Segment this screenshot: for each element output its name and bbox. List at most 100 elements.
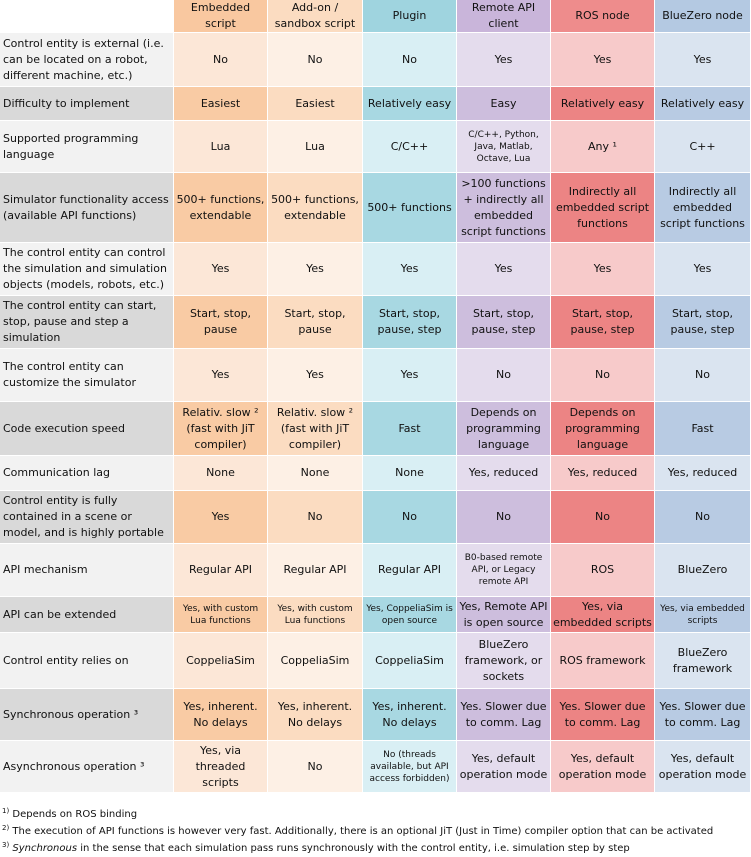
cell-ros-node: Yes. Slower due to comm. Lag [551,689,655,741]
cell-add-on-script: Yes, inherent. No delays [268,689,363,741]
cell-plugin: No [363,33,457,87]
cell-plugin: Relatively easy [363,87,457,121]
comparison-table: Embedded script Add-on / sandbox script … [0,0,751,33]
cell-bluezero-node: Yes. Slower due to comm. Lag [655,689,751,741]
cell-plugin: 500+ functions [363,173,457,243]
cell-embedded-script: Yes, inherent. No delays [174,689,268,741]
cell-plugin: Yes, CoppeliaSim is open source [363,597,457,633]
cell-embedded-script: Start, stop, pause [174,296,268,349]
table-row: Asynchronous operation ³ Yes, via threade… [0,741,751,793]
cell-embedded-script: Yes, via threaded scripts [174,741,268,793]
cell-plugin: None [363,456,457,491]
cell-remote-api-client: No [457,349,551,402]
table-row: Supported programming language Lua Lua C/C+… [0,121,751,173]
footnote-1: 1) Depends on ROS binding [2,806,747,823]
cell-embedded-script: Relativ. slow ² (fast with JiT compiler) [174,402,268,456]
cell-ros-node: Yes, default operation mode [551,741,655,793]
cell-embedded-script: Regular API [174,544,268,597]
cell-add-on-script: No [268,491,363,544]
cell-bluezero-node: Yes, via embedded scripts [655,597,751,633]
cell-remote-api-client: Depends on programming language [457,402,551,456]
cell-ros-node: No [551,491,655,544]
cell-plugin: Fast [363,402,457,456]
cell-plugin: Yes [363,243,457,296]
row-label: Synchronous operation ³ [0,689,174,741]
cell-plugin: Yes, inherent. No delays [363,689,457,741]
footnote-3-text: in the sense that each simulation pass r… [77,843,630,854]
cell-remote-api-client: Start, stop, pause, step [457,296,551,349]
cell-remote-api-client: Yes, Remote API is open source [457,597,551,633]
cell-embedded-script: Lua [174,121,268,173]
row-label: The control entity can start, stop, paus… [0,296,174,349]
footnote-3-emphasis: Synchronous [12,843,78,854]
table-row: Synchronous operation ³ Yes, inherent. No… [0,689,751,741]
cell-bluezero-node: No [655,491,751,544]
table-row: Code execution speed Relativ. slow ² (fas… [0,402,751,456]
cell-bluezero-node: Yes, reduced [655,456,751,491]
cell-ros-node: Yes [551,243,655,296]
cell-embedded-script: Yes [174,243,268,296]
table-row: API can be extended Yes, with custom Lua … [0,597,751,633]
table-row: Difficulty to implement Easiest Easiest Rel… [0,87,751,121]
col-header-bluezero-node: BlueZero node [655,0,751,33]
cell-ros-node: No [551,349,655,402]
cell-ros-node: Yes, reduced [551,456,655,491]
footnote-1-text: Depends on ROS binding [12,809,138,820]
cell-ros-node: ROS [551,544,655,597]
cell-remote-api-client: Yes [457,243,551,296]
cell-embedded-script: None [174,456,268,491]
row-label: Simulator functionality access (availabl… [0,173,174,243]
cell-add-on-script: Yes [268,243,363,296]
cell-ros-node: Yes, via embedded scripts [551,597,655,633]
row-label: Control entity relies on [0,633,174,689]
cell-plugin: Regular API [363,544,457,597]
cell-remote-api-client: Yes, reduced [457,456,551,491]
table-row: Control entity is fully contained in a s… [0,491,751,544]
row-label: Asynchronous operation ³ [0,741,174,793]
cell-plugin: Start, stop, pause, step [363,296,457,349]
cell-embedded-script: 500+ functions, extendable [174,173,268,243]
cell-add-on-script: Start, stop, pause [268,296,363,349]
cell-remote-api-client: C/C++, Python, Java, Matlab, Octave, Lua [457,121,551,173]
cell-plugin: CoppeliaSim [363,633,457,689]
table-row: Simulator functionality access (availabl… [0,173,751,243]
footnote-2: 2) The execution of API functions is how… [2,823,747,840]
cell-plugin: Yes [363,349,457,402]
row-label: The control entity can customize the sim… [0,349,174,402]
row-label: API can be extended [0,597,174,633]
cell-add-on-script: Easiest [268,87,363,121]
footnote-3-mark: 3) [2,841,10,849]
col-header-add-on-script: Add-on / sandbox script [268,0,363,33]
cell-add-on-script: Yes [268,349,363,402]
table-row: Control entity relies on CoppeliaSim Coppe… [0,633,751,689]
table-row: The control entity can customize the sim… [0,349,751,402]
cell-ros-node: Yes [551,33,655,87]
header-corner [0,0,174,33]
table-row: The control entity can control the simul… [0,243,751,296]
cell-bluezero-node: Start, stop, pause, step [655,296,751,349]
cell-remote-api-client: Yes [457,33,551,87]
row-label: Difficulty to implement [0,87,174,121]
table-row: Communication lag None None None Yes, reduce… [0,456,751,491]
cell-plugin: No [363,491,457,544]
cell-embedded-script: Yes, with custom Lua functions [174,597,268,633]
footnote-1-mark: 1) [2,807,10,815]
cell-embedded-script: No [174,33,268,87]
cell-add-on-script: Relativ. slow ² (fast with JiT compiler) [268,402,363,456]
footnote-3: 3) Synchronous in the sense that each si… [2,840,747,857]
cell-remote-api-client: B0-based remote API, or Legacy remote AP… [457,544,551,597]
col-header-remote-api-client: Remote API client [457,0,551,33]
cell-add-on-script: No [268,741,363,793]
cell-add-on-script: None [268,456,363,491]
cell-plugin: C/C++ [363,121,457,173]
cell-bluezero-node: Indirectly all embedded script functions [655,173,751,243]
cell-add-on-script: No [268,33,363,87]
cell-embedded-script: Yes [174,349,268,402]
cell-remote-api-client: >100 functions + indirectly all embedded… [457,173,551,243]
cell-bluezero-node: Relatively easy [655,87,751,121]
cell-embedded-script: Easiest [174,87,268,121]
cell-remote-api-client: BlueZero framework, or sockets [457,633,551,689]
row-label: Code execution speed [0,402,174,456]
footnote-2-text: The execution of API functions is howeve… [12,826,714,837]
cell-bluezero-node: BlueZero framework [655,633,751,689]
